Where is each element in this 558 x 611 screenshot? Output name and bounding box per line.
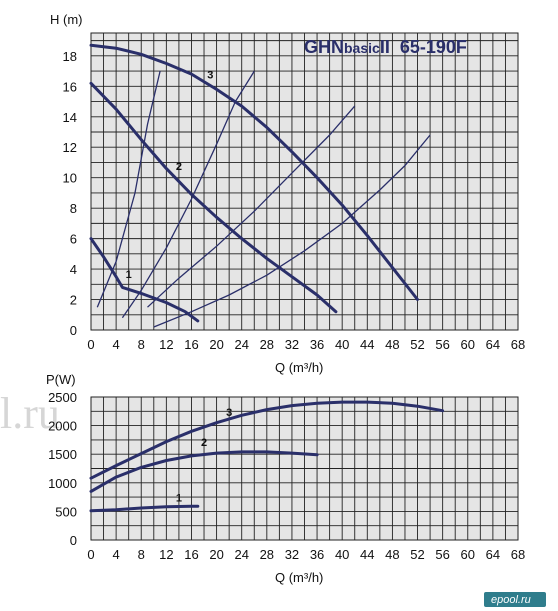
system-curve (153, 134, 431, 328)
y-tick-label: 0 (70, 323, 77, 338)
x-tick-label: 64 (486, 547, 500, 562)
x-tick-label: 40 (335, 337, 349, 352)
curve-label-3: 3 (207, 70, 213, 82)
pump-curve-2 (89, 81, 338, 314)
x-tick-label: 20 (209, 337, 223, 352)
x-tick-label: 40 (335, 547, 349, 562)
x-tick-label: 52 (410, 547, 424, 562)
x-tick-label: 8 (138, 547, 145, 562)
x-tick-label: 20 (209, 547, 223, 562)
x-tick-label: 60 (461, 337, 475, 352)
y-tick-label: 8 (70, 201, 77, 216)
y-tick-label: 1000 (48, 476, 77, 491)
x-tick-label: 12 (159, 547, 173, 562)
x-tick-label: 68 (511, 337, 525, 352)
x-tick-label: 0 (87, 337, 94, 352)
x-tick-label: 12 (159, 337, 173, 352)
y-tick-label: 6 (70, 232, 77, 247)
head-x-axis-label: Q (m³/h) (275, 360, 323, 375)
power-curve-labels: 1 2 3 (176, 407, 232, 505)
x-tick-label: 36 (310, 337, 324, 352)
x-tick-label: 16 (184, 337, 198, 352)
y-tick-label: 12 (63, 140, 77, 155)
y-tick-label: 1500 (48, 447, 77, 462)
system-curve (96, 70, 161, 308)
x-tick-label: 44 (360, 547, 374, 562)
pump-curve-1 (89, 237, 200, 323)
power-y-ticks: 0 500 1000 1500 2000 2500 (48, 390, 77, 548)
curve-label-3: 3 (226, 407, 232, 419)
x-tick-label: 52 (410, 337, 424, 352)
curve-label-2: 2 (201, 437, 207, 449)
head-x-ticks: 0 4 8 12 16 20 24 28 32 36 40 44 48 52 56 60 64 68 (87, 337, 525, 352)
power-curves (89, 400, 445, 513)
curve-label-1: 1 (126, 269, 132, 281)
x-tick-label: 56 (435, 547, 449, 562)
x-tick-label: 32 (285, 547, 299, 562)
y-tick-label: 2500 (48, 390, 77, 405)
brand-badge: epool.ru (484, 592, 546, 607)
y-tick-label: 0 (70, 533, 77, 548)
y-tick-label: 2000 (48, 419, 77, 434)
x-tick-label: 4 (113, 337, 120, 352)
head-y-ticks: 0 2 4 6 8 10 12 14 16 18 (63, 49, 77, 338)
x-tick-label: 0 (87, 547, 94, 562)
x-tick-label: 28 (260, 547, 274, 562)
power-y-axis-label: P(W) (46, 372, 76, 387)
head-curves (89, 43, 419, 323)
x-tick-label: 48 (385, 547, 399, 562)
x-tick-label: 60 (461, 547, 475, 562)
x-tick-label: 56 (435, 337, 449, 352)
power-x-axis-label: Q (m³/h) (275, 570, 323, 585)
pump-curve-3 (89, 43, 419, 301)
x-tick-label: 4 (113, 547, 120, 562)
curve-label-1: 1 (176, 493, 182, 505)
pump-curve-1 (89, 504, 200, 513)
x-tick-label: 36 (310, 547, 324, 562)
x-tick-label: 24 (234, 547, 248, 562)
pump-curve-2 (89, 450, 319, 493)
x-tick-label: 48 (385, 337, 399, 352)
curve-label-2: 2 (176, 161, 182, 173)
x-tick-label: 24 (234, 337, 248, 352)
y-tick-label: 10 (63, 171, 77, 186)
y-tick-label: 18 (63, 49, 77, 64)
y-tick-label: 14 (63, 110, 77, 125)
x-tick-label: 32 (285, 337, 299, 352)
y-tick-label: 2 (70, 293, 77, 308)
head-chart: 123 0 4 8 12 16 20 24 28 32 36 40 44 48 52 56 60 64 68 02… (50, 12, 525, 375)
y-tick-label: 500 (55, 504, 77, 519)
x-tick-label: 8 (138, 337, 145, 352)
power-chart: 123 0 4 8 12 16 20 24 28 32 36 40 44 48 52 56 60 64 68 05… (46, 372, 525, 585)
brand-badge-text: epool.ru (491, 594, 531, 606)
system-curve (147, 105, 356, 308)
x-tick-label: 16 (184, 547, 198, 562)
x-tick-label: 28 (260, 337, 274, 352)
y-tick-label: 4 (70, 262, 77, 277)
x-tick-label: 68 (511, 547, 525, 562)
chart-title: GHNbasicII 65-190F (304, 37, 467, 57)
head-system-curves (96, 70, 431, 328)
x-tick-label: 44 (360, 337, 374, 352)
brand-badge-bg (484, 592, 546, 607)
x-tick-label: 64 (486, 337, 500, 352)
y-tick-label: 16 (63, 79, 77, 94)
power-grid (91, 397, 518, 540)
watermark-text-1: l.ru (0, 389, 60, 438)
head-y-axis-label: H (m) (50, 12, 83, 27)
pump-curve-3 (89, 400, 445, 480)
power-x-ticks: 0 4 8 12 16 20 24 28 32 36 40 44 48 52 56 60 64 68 (87, 547, 525, 562)
head-curve-labels: 1 2 3 (126, 70, 214, 282)
